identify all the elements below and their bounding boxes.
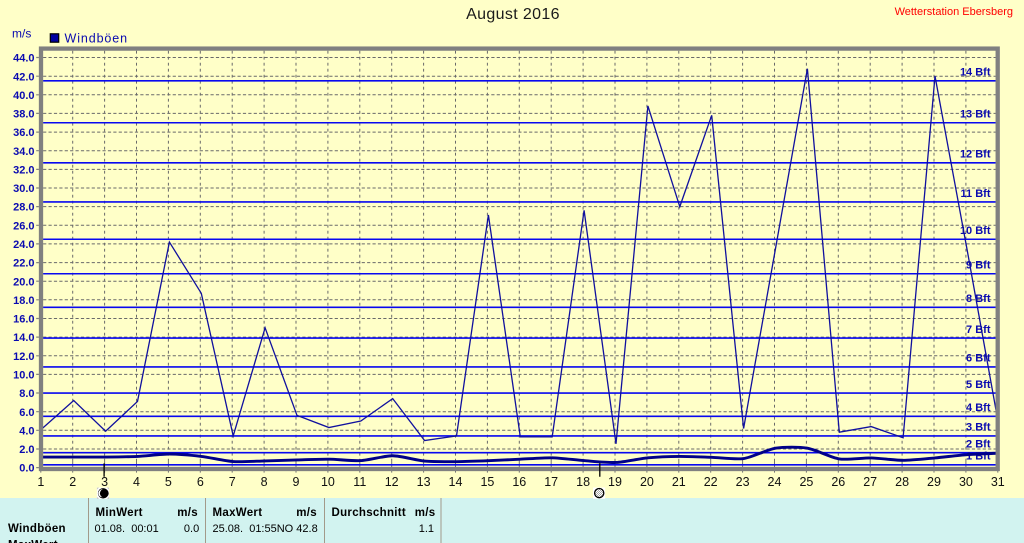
svg-text:5: 5 — [165, 475, 172, 489]
svg-text:4.0: 4.0 — [19, 425, 34, 437]
svg-text:14.0: 14.0 — [13, 332, 34, 344]
svg-text:20.0: 20.0 — [13, 276, 34, 288]
svg-text:19: 19 — [608, 475, 622, 489]
svg-text:11: 11 — [353, 475, 366, 489]
svg-text:14: 14 — [449, 475, 463, 489]
svg-text:8 Bft: 8 Bft — [966, 293, 991, 305]
svg-text:36.0: 36.0 — [13, 127, 34, 139]
svg-text:29: 29 — [927, 475, 941, 489]
svg-text:16: 16 — [512, 475, 526, 489]
svg-text:9 Bft: 9 Bft — [966, 260, 991, 272]
svg-text:m/s: m/s — [296, 507, 317, 519]
svg-text:01.08. 00:01: 01.08. 00:01 — [95, 523, 159, 535]
svg-text:Windböen: Windböen — [8, 523, 66, 535]
svg-text:MaxWert: MaxWert — [8, 539, 58, 543]
svg-text:9: 9 — [293, 475, 300, 489]
svg-text:MaxWert: MaxWert — [213, 507, 263, 519]
svg-text:4 Bft: 4 Bft — [966, 402, 991, 414]
svg-text:14 Bft: 14 Bft — [960, 67, 991, 79]
svg-text:1.1: 1.1 — [419, 523, 434, 535]
svg-text:4: 4 — [133, 475, 140, 489]
svg-text:18.0: 18.0 — [13, 295, 34, 307]
svg-text:15: 15 — [480, 475, 494, 489]
svg-text:10.0: 10.0 — [13, 370, 34, 382]
svg-text:24.0: 24.0 — [13, 239, 34, 251]
svg-text:MinWert: MinWert — [96, 507, 143, 519]
svg-text:16.0: 16.0 — [13, 314, 34, 326]
svg-text:m/s: m/s — [415, 507, 436, 519]
svg-text:40.0: 40.0 — [13, 90, 34, 102]
svg-text:26.0: 26.0 — [13, 220, 34, 232]
svg-text:8: 8 — [261, 475, 268, 489]
svg-text:m/s: m/s — [177, 507, 198, 519]
svg-text:8.0: 8.0 — [19, 388, 34, 400]
svg-text:23: 23 — [736, 475, 750, 489]
svg-text:m/s: m/s — [12, 27, 31, 41]
svg-text:34.0: 34.0 — [13, 146, 34, 158]
svg-text:10 Bft: 10 Bft — [960, 225, 991, 237]
svg-text:Windböen: Windböen — [65, 31, 129, 45]
svg-text:30: 30 — [959, 475, 973, 489]
svg-text:6.0: 6.0 — [19, 407, 34, 419]
svg-text:6: 6 — [197, 475, 204, 489]
svg-text:7 Bft: 7 Bft — [966, 324, 991, 336]
svg-text:11 Bft: 11 Bft — [961, 188, 991, 200]
svg-text:21: 21 — [672, 475, 686, 489]
svg-text:22: 22 — [704, 475, 718, 489]
svg-text:42.0: 42.0 — [13, 71, 34, 83]
svg-text:1: 1 — [37, 475, 44, 489]
svg-text:30.0: 30.0 — [13, 183, 34, 195]
svg-text:0.0: 0.0 — [19, 463, 34, 475]
svg-text:25.08. 01:55NO 42.8: 25.08. 01:55NO 42.8 — [213, 523, 318, 535]
svg-text:25: 25 — [799, 475, 813, 489]
svg-text:2: 2 — [69, 475, 76, 489]
svg-text:5 Bft: 5 Bft — [966, 379, 991, 391]
svg-text:22.0: 22.0 — [13, 258, 34, 270]
svg-text:12 Bft: 12 Bft — [960, 149, 991, 161]
svg-text:31: 31 — [991, 475, 1005, 489]
svg-text:44.0: 44.0 — [13, 53, 34, 65]
svg-text:13 Bft: 13 Bft — [960, 109, 991, 121]
svg-text:12: 12 — [385, 475, 399, 489]
svg-text:32.0: 32.0 — [13, 165, 34, 177]
svg-text:3: 3 — [101, 475, 108, 489]
svg-text:20: 20 — [640, 475, 654, 489]
svg-text:28: 28 — [895, 475, 909, 489]
svg-text:Wetterstation Ebersberg: Wetterstation Ebersberg — [895, 6, 1013, 18]
svg-text:Durchschnitt: Durchschnitt — [332, 507, 407, 519]
svg-text:18: 18 — [576, 475, 590, 489]
svg-text:6 Bft: 6 Bft — [966, 353, 991, 365]
svg-text:2.0: 2.0 — [19, 444, 34, 456]
svg-text:0.0: 0.0 — [184, 523, 199, 535]
svg-text:17: 17 — [544, 475, 558, 489]
svg-text:28.0: 28.0 — [13, 202, 34, 214]
svg-text:24: 24 — [768, 475, 782, 489]
svg-text:2 Bft: 2 Bft — [966, 439, 991, 451]
svg-text:3 Bft: 3 Bft — [966, 422, 991, 434]
svg-text:27: 27 — [863, 475, 877, 489]
svg-text:26: 26 — [831, 475, 845, 489]
svg-text:13: 13 — [417, 475, 431, 489]
svg-text:38.0: 38.0 — [13, 109, 34, 121]
svg-text:10: 10 — [321, 475, 335, 489]
svg-text:August 2016: August 2016 — [466, 6, 560, 23]
svg-text:12.0: 12.0 — [13, 351, 34, 363]
svg-text:7: 7 — [229, 475, 236, 489]
